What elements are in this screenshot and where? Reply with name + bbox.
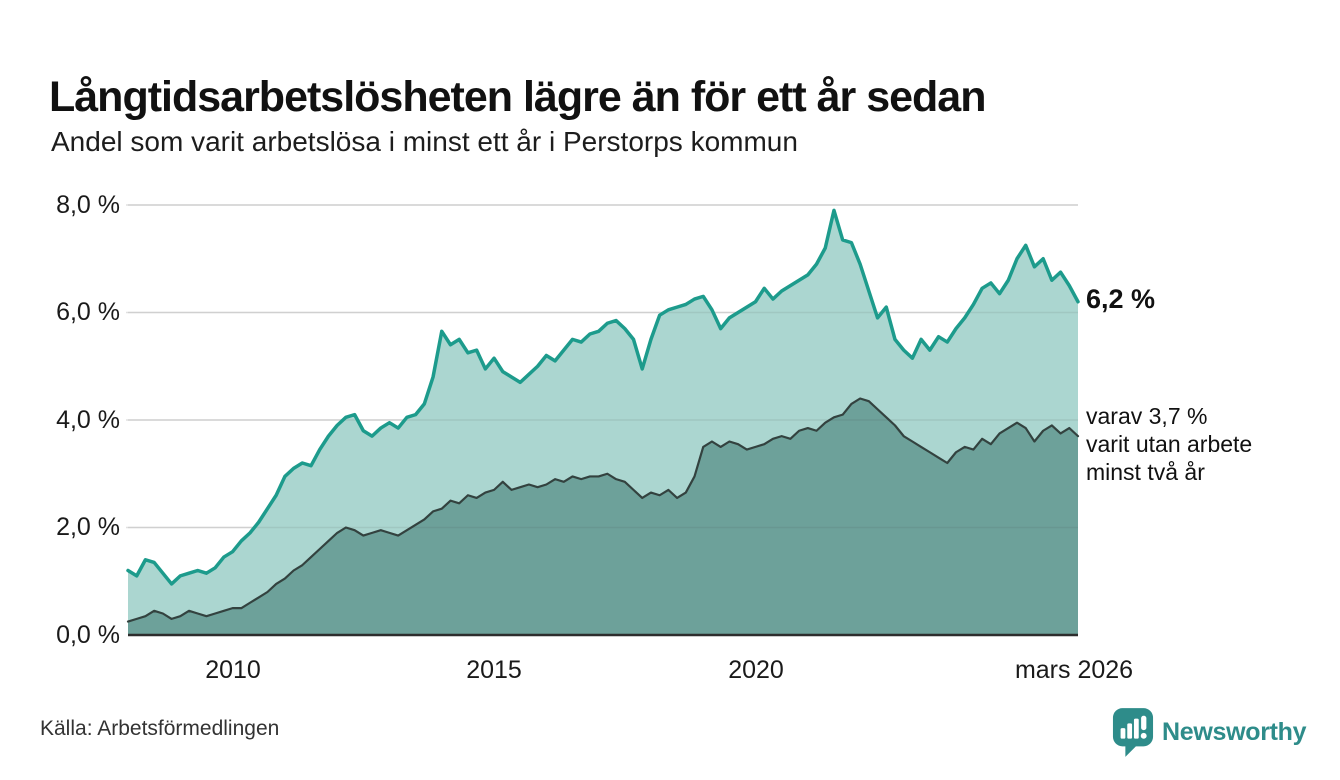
newsworthy-logo: Newsworthy (1112, 707, 1307, 757)
source-attribution: Källa: Arbetsförmedlingen (40, 717, 280, 740)
series-secondary-annotation: varav 3,7 % varit utan arbete minst två … (1086, 402, 1252, 486)
annotation-line: minst två år (1086, 459, 1205, 485)
y-axis-tick-label: 0,0 % (56, 621, 120, 649)
x-axis-tick-label: 2020 (728, 656, 784, 684)
y-axis-tick-label: 8,0 % (56, 191, 120, 219)
y-axis-tick-label: 6,0 % (56, 298, 120, 326)
chart-title: Långtidsarbetslösheten lägre än för ett … (49, 72, 986, 121)
annotation-line: varav 3,7 % (1086, 403, 1208, 429)
area-chart (126, 204, 1080, 637)
chart-subtitle: Andel som varit arbetslösa i minst ett å… (51, 126, 798, 157)
y-axis-tick-label: 2,0 % (56, 513, 120, 541)
newsworthy-logo-text: Newsworthy (1162, 717, 1307, 746)
newsworthy-logo-icon (1112, 708, 1154, 757)
x-axis-tick-label: 2010 (205, 656, 261, 684)
y-axis-tick-label: 4,0 % (56, 406, 120, 434)
x-axis-tick-label: 2015 (466, 656, 522, 684)
series-end-value-label: 6,2 % (1086, 284, 1156, 314)
annotation-line: varit utan arbete (1086, 431, 1253, 457)
x-axis-tick-label: mars 2026 (1014, 656, 1134, 684)
